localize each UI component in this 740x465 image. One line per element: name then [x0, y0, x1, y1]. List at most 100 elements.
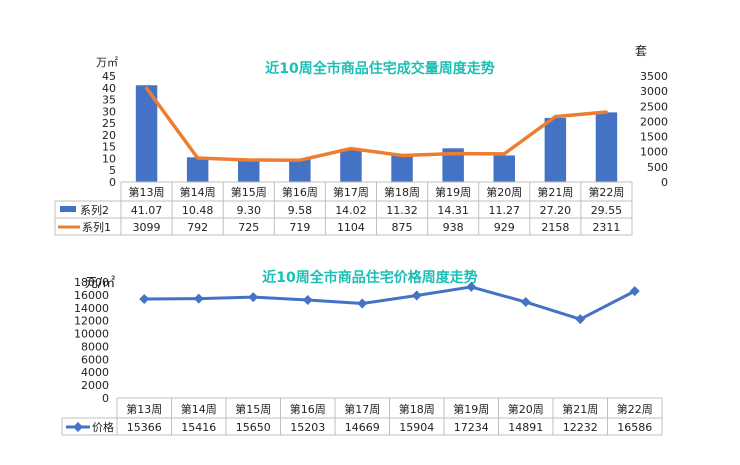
volume-bar: [238, 160, 260, 182]
volume-data-label: 938: [443, 221, 464, 234]
volume-right-tick-label: 2500: [640, 100, 668, 113]
price-data-label: 12232: [563, 421, 598, 434]
volume-category-label: 第14周: [180, 185, 216, 199]
price-data-label: 15203: [290, 421, 325, 434]
volume-line-point: [349, 147, 353, 151]
price-tick-label: 8000: [81, 340, 109, 353]
price-tick-label: 0: [102, 392, 109, 405]
volume-left-tick-label: 5: [109, 164, 116, 177]
volume-left-tick-label: 40: [102, 82, 116, 95]
volume-data-label: 41.07: [131, 204, 163, 217]
volume-legend-key-bar: [60, 206, 76, 212]
volume-bar: [340, 148, 362, 182]
price-legend-label: 价格: [92, 420, 114, 434]
volume-line-point: [298, 158, 302, 162]
price-line-point: [302, 295, 313, 306]
volume-bar: [186, 157, 209, 182]
price-legend-key-marker: [73, 422, 83, 432]
volume-left-tick-label: 25: [102, 117, 116, 130]
volume-right-tick-label: 3500: [640, 70, 668, 83]
volume-chart-title: 近10周全市商品住宅成交量周度走势: [265, 60, 494, 77]
price-chart-title: 近10周全市商品住宅价格周度走势: [262, 269, 477, 286]
price-category-label: 第14周: [181, 402, 217, 416]
price-tick-label: 2000: [81, 379, 109, 392]
price-line-point: [520, 297, 531, 308]
volume-category-label: 第15周: [231, 185, 267, 199]
price-data-label: 17234: [454, 421, 489, 434]
volume-left-tick-label: 30: [102, 105, 116, 118]
price-line: [139, 281, 640, 325]
volume-data-label: 2311: [592, 221, 620, 234]
volume-category-label: 第13周: [129, 185, 165, 199]
price-data-label: 15650: [236, 421, 271, 434]
volume-line-point: [247, 158, 251, 162]
volume-data-label: 3099: [133, 221, 161, 234]
price-tick-label: 4000: [81, 366, 109, 379]
price-category-label: 第16周: [290, 402, 326, 416]
volume-right-tick-label: 0: [661, 176, 668, 189]
price-category-label: 第15周: [235, 402, 271, 416]
price-series-line: [144, 285, 636, 321]
price-data-table: 第13周 第14周 第15周 第16周 第17周 第18周 第19周 第20周 第21周 第22周…: [61, 398, 663, 436]
price-line-point: [411, 290, 422, 301]
price-data-label: 15366: [127, 421, 162, 434]
volume-left-tick-label: 35: [102, 94, 116, 107]
volume-right-tick-label: 3000: [640, 85, 668, 98]
price-category-label: 第19周: [453, 402, 489, 416]
volume-data-label: 11.32: [386, 204, 418, 217]
volume-data-label: 27.20: [540, 204, 572, 217]
price-line-point: [139, 293, 150, 304]
volume-data-label: 719: [289, 221, 310, 234]
price-data-label: 14891: [508, 421, 543, 434]
price-tick-label: 10000: [74, 328, 109, 341]
price-category-label: 第13周: [126, 402, 162, 416]
price-tick-label: 12000: [74, 315, 109, 328]
volume-category-label: 第21周: [537, 185, 573, 199]
price-category-label: 第17周: [344, 402, 380, 416]
volume-left-axis-unit: 万㎡: [96, 56, 118, 69]
price-axis-ticks: 0200040006000800010000120001400016000180…: [74, 276, 662, 405]
price-category-label: 第22周: [617, 402, 653, 416]
volume-bars: [135, 85, 618, 182]
price-line-point: [575, 314, 586, 325]
price-line-point: [357, 298, 368, 309]
volume-right-ticks: 0 500 1000 1500 2000 2500 3000 3500: [640, 70, 668, 189]
price-category-label: 第20周: [508, 402, 544, 416]
price-data-label: 15416: [181, 421, 216, 434]
volume-bar: [135, 85, 158, 182]
price-data-label: 15904: [399, 421, 434, 434]
volume-data-label: 9.30: [237, 204, 262, 217]
volume-data-table: 第13周 第14周 第15周 第16周 第17周 第18周 第19周 第20周 第21周 第22周…: [54, 181, 633, 236]
volume-line: [145, 86, 608, 162]
volume-left-tick-label: 20: [102, 129, 116, 142]
price-tick-label: 6000: [81, 353, 109, 366]
volume-bar: [391, 155, 413, 182]
volume-category-label: 第20周: [486, 185, 522, 199]
volume-right-tick-label: 1000: [640, 146, 668, 159]
volume-data-label: 725: [238, 221, 259, 234]
volume-chart: 近10周全市商品住宅成交量周度走势 万㎡ 套 05101520253035404…: [54, 44, 668, 236]
volume-right-tick-label: 2000: [640, 115, 668, 128]
price-line-point: [193, 293, 204, 304]
price-category-label: 第21周: [562, 402, 598, 416]
price-category-label: 第18周: [399, 402, 435, 416]
volume-bar: [442, 148, 464, 182]
volume-category-label: 第18周: [384, 185, 420, 199]
volume-right-tick-label: 1500: [640, 131, 668, 144]
price-data-label: 16586: [617, 421, 652, 434]
volume-category-label: 第16周: [282, 185, 318, 199]
price-axis-unit: 元/㎡: [85, 276, 115, 291]
volume-data-label: 9.58: [288, 204, 313, 217]
volume-line-point: [451, 152, 455, 156]
volume-left-tick-label: 10: [102, 152, 116, 165]
volume-data-label: 875: [392, 221, 413, 234]
price-line-point: [248, 292, 259, 303]
volume-data-label: 1104: [337, 221, 365, 234]
price-line-point: [466, 281, 477, 292]
volume-data-label: 14.02: [335, 204, 367, 217]
price-line-point: [629, 286, 640, 297]
volume-bar: [595, 112, 618, 182]
volume-data-label: 10.48: [182, 204, 214, 217]
